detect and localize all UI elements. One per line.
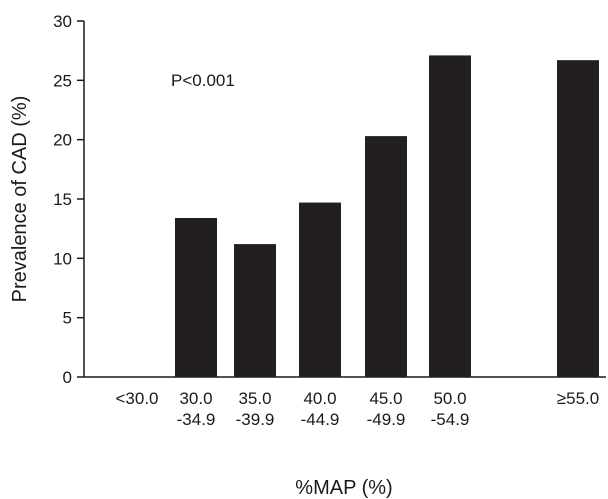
p-value-annotation: P<0.001 [171,71,235,90]
y-tick-label: 20 [53,131,72,150]
bar [234,244,276,377]
bar [557,60,599,377]
y-ticks: 0 5 10 15 20 25 30 [53,12,84,387]
x-tick-label: ≥55.0 [557,389,599,408]
y-axis: 0 5 10 15 20 25 30 [53,12,85,387]
x-tick-label: 45.0 -49.9 [367,389,406,429]
bar [175,217,217,377]
y-tick-label: 5 [63,309,72,328]
x-tick-label: 40.0 -44.9 [301,389,340,429]
x-tick-label: <30.0 [115,389,158,408]
x-tick-label: 35.0 -39.9 [236,389,275,429]
bar [299,202,341,377]
x-tick-label: 50.0 -54.9 [431,389,470,429]
y-tick-label: 0 [63,368,72,387]
bars [175,55,599,378]
x-ticks: <30.0 30.0 -34.9 35.0 -39.9 40.0 -44.9 45.0 -49.… [115,389,599,429]
x-tick-label: 30.0 -34.9 [177,389,216,429]
y-axis-label: Prevalence of CAD (%) [9,96,31,303]
x-axis: <30.0 30.0 -34.9 35.0 -39.9 40.0 -44.9 45.0 -49.… [84,376,606,429]
x-axis-label: %MAP (%) [295,477,392,499]
y-tick-label: 30 [53,12,72,31]
bar [365,136,407,377]
y-tick-label: 15 [53,190,72,209]
y-tick-label: 10 [53,249,72,268]
bar [429,55,471,378]
y-tick-label: 25 [53,71,72,90]
